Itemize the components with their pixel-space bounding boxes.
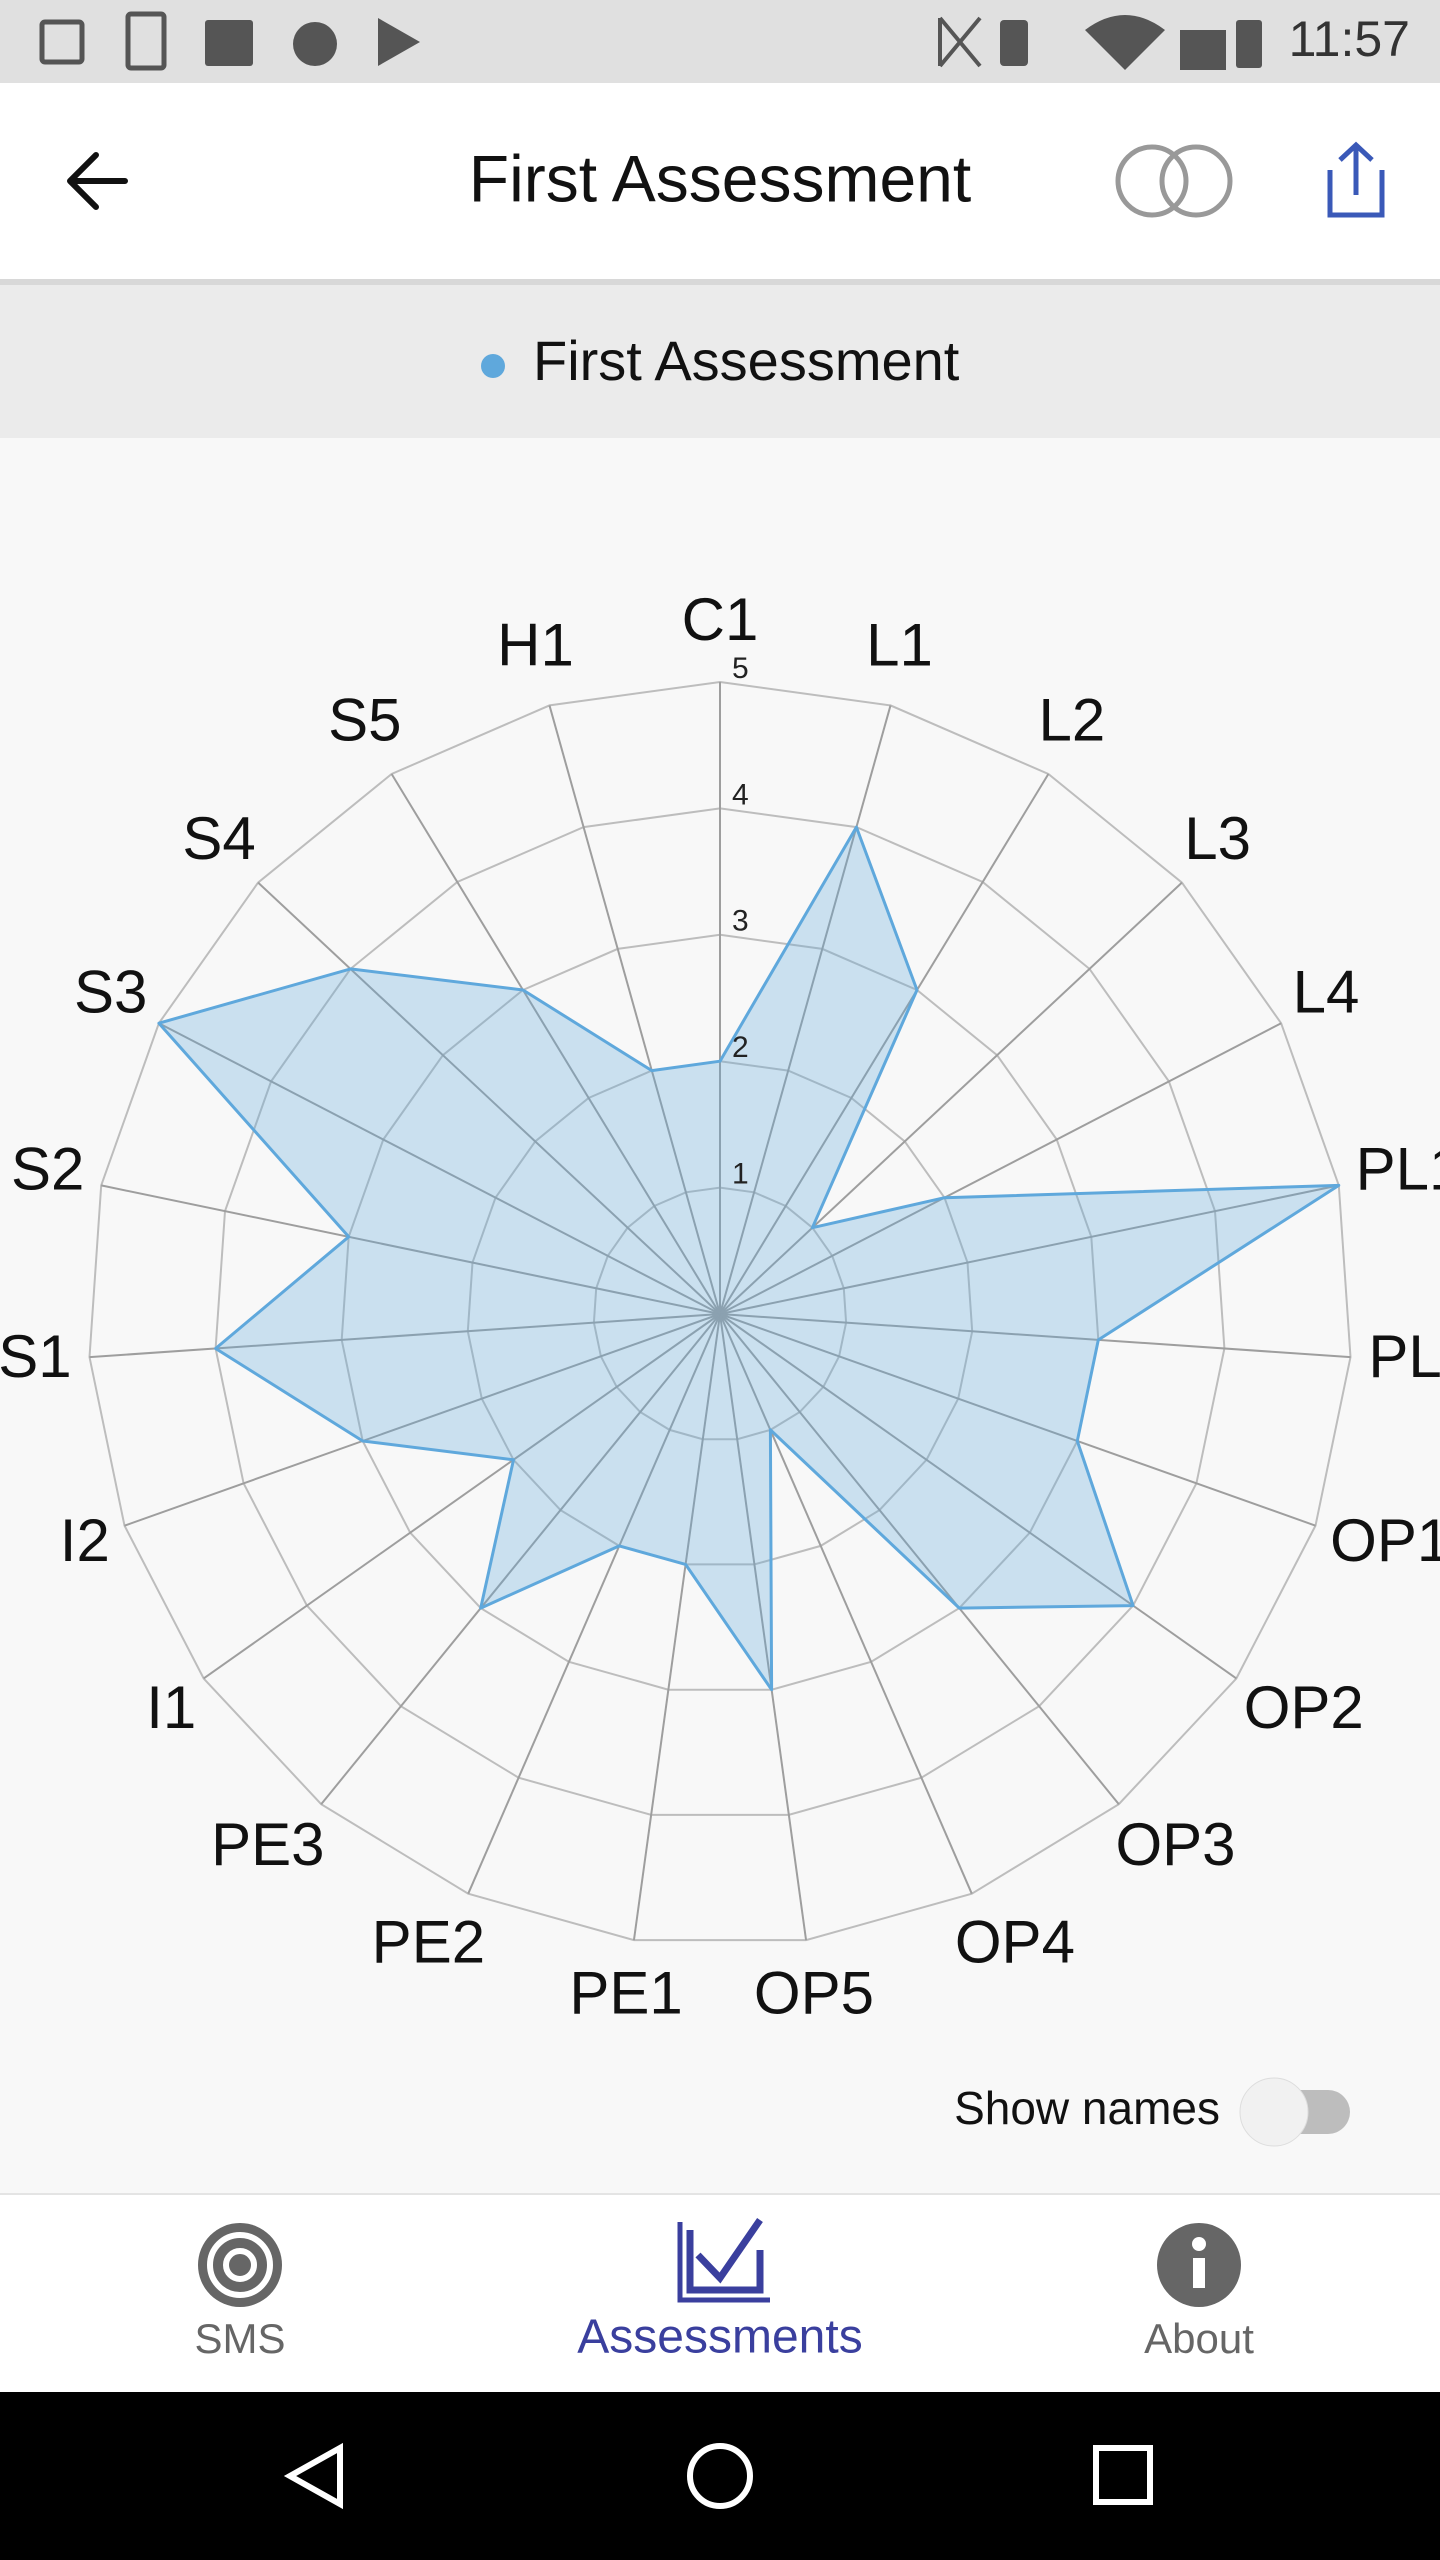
legend-label: First Assessment (533, 329, 960, 392)
sys-home[interactable] (687, 2443, 753, 2509)
category-label: PE3 (211, 1811, 324, 1878)
spoke (632, 1313, 721, 1941)
status-time: 11:57 (1289, 11, 1410, 67)
compare-button[interactable] (1115, 144, 1233, 218)
category-label: S3 (74, 958, 147, 1025)
spoke (719, 1022, 1282, 1315)
r-tick-label: 4 (732, 778, 749, 811)
spoke (101, 1184, 721, 1315)
app-bar (0, 83, 1440, 279)
r-tick-label: 1 (732, 1158, 749, 1191)
spoke (719, 881, 1183, 1315)
category-label: PE1 (569, 1959, 682, 2026)
spoke (719, 1184, 1339, 1315)
spoke (719, 1313, 1237, 1680)
r-tick-label: 5 (732, 652, 749, 685)
status-icons (39, 11, 1262, 71)
legend-swatch (481, 354, 505, 378)
sms-icon[interactable] (198, 2223, 282, 2307)
category-label: S2 (11, 1135, 84, 1202)
spoke (548, 705, 721, 1315)
spoke (719, 773, 1050, 1315)
category-label: L1 (866, 611, 933, 678)
app-bar-shadow (0, 279, 1440, 285)
bottom-nav-border (0, 2193, 1440, 2195)
sys-back[interactable] (283, 2442, 343, 2510)
toggle-knob[interactable] (1239, 2077, 1309, 2147)
grid-ring (214, 807, 1226, 1816)
system-nav (0, 2392, 1440, 2560)
category-label: S1 (0, 1323, 72, 1390)
category-label: H1 (497, 611, 574, 678)
about-icon[interactable] (1157, 2223, 1241, 2307)
spoke (719, 1313, 1316, 1527)
nav-label[interactable]: Assessments (577, 2311, 862, 2364)
category-label: PE2 (372, 1909, 485, 1976)
assessments-icon[interactable] (677, 2218, 770, 2303)
category-label: I1 (146, 1674, 196, 1741)
r-tick-label: 2 (732, 1031, 749, 1064)
category-label: OP2 (1244, 1674, 1364, 1741)
spoke (467, 1313, 721, 1895)
nav-label[interactable]: SMS (194, 2315, 285, 2362)
radar-chart: 1 2 3 4 5C1 L1 L2 L3 L4 PL1 PL2 OP1 OP2 OP3 OP4 OP5 PE1 P… (0, 586, 1440, 2027)
spoke (719, 1313, 973, 1895)
category-label: I2 (60, 1507, 110, 1574)
legend-band (0, 285, 1440, 438)
spoke (320, 1313, 721, 1805)
grid-ring (340, 933, 1100, 1691)
spoke (719, 1313, 1120, 1805)
category-label: C1 (682, 586, 759, 653)
category-label: L3 (1184, 805, 1251, 872)
spoke (719, 705, 892, 1315)
category-label: S5 (328, 686, 401, 753)
category-label: PL2 (1368, 1323, 1440, 1390)
data-area (157, 825, 1341, 1692)
spoke (124, 1313, 721, 1527)
category-label: OP3 (1115, 1811, 1235, 1878)
toggle-label: Show names (954, 2082, 1220, 2134)
back-button[interactable] (67, 152, 128, 210)
spoke (257, 881, 721, 1315)
app-title: First Assessment (469, 141, 971, 215)
category-label: PL1 (1356, 1135, 1440, 1202)
category-label: S4 (182, 805, 255, 872)
spoke (203, 1313, 721, 1680)
spoke (719, 1313, 1351, 1359)
spoke (719, 1313, 808, 1941)
category-label: L4 (1293, 958, 1360, 1025)
sys-recents[interactable] (1093, 2445, 1153, 2505)
share-button[interactable] (1327, 141, 1385, 218)
grid-ring (88, 680, 1352, 1942)
spoke (89, 1313, 721, 1359)
grid-ring (466, 1060, 974, 1566)
category-label: OP1 (1330, 1507, 1440, 1574)
category-label: L2 (1039, 686, 1106, 753)
grid-ring (592, 1186, 848, 1441)
spoke (158, 1022, 721, 1315)
nav-label[interactable]: About (1144, 2315, 1254, 2362)
category-label: OP4 (955, 1909, 1075, 1976)
category-label: OP5 (754, 1959, 874, 2026)
spoke (390, 773, 721, 1315)
r-tick-label: 3 (732, 905, 749, 938)
